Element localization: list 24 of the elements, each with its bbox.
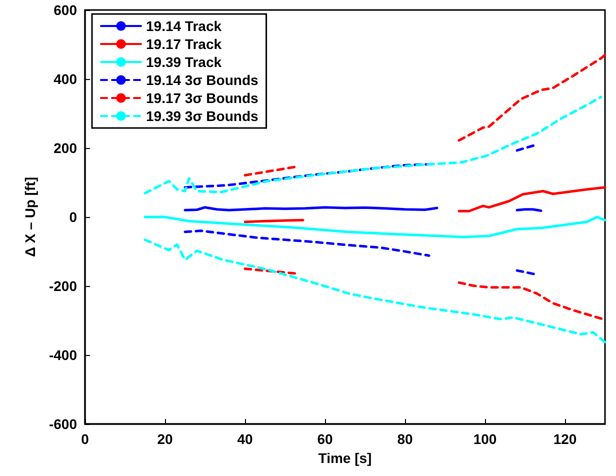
legend-label: 19.17 3σ Bounds: [146, 90, 258, 106]
y-tick-label: 200: [54, 140, 78, 156]
line-series: [144, 216, 606, 238]
y-tick-label: 0: [69, 209, 78, 225]
x-tick-label: 60: [317, 431, 333, 447]
legend-label: 19.39 3σ Bounds: [146, 108, 258, 124]
x-tick-label: 80: [397, 431, 413, 447]
legend-label: 19.39 Track: [146, 54, 222, 70]
legend-label: 19.17 Track: [146, 36, 222, 52]
x-tick-label: 20: [157, 431, 173, 447]
y-tick-label: -200: [48, 278, 78, 294]
y-axis-title: Δ X – Up [ft]: [22, 176, 38, 258]
y-tick-label: -600: [48, 416, 78, 432]
legend-label: 19.14 3σ Bounds: [146, 72, 258, 88]
y-tick-label: 600: [54, 2, 78, 18]
x-tick-label: 120: [553, 431, 577, 447]
y-tick-label: 400: [54, 71, 78, 87]
line-series: [144, 238, 606, 344]
x-axis-title: Time [s]: [318, 450, 372, 466]
y-tick-label: -400: [48, 347, 78, 363]
legend-label: 19.14 Track: [146, 18, 222, 34]
x-tick-label: 100: [473, 431, 497, 447]
x-tick-label: 0: [81, 431, 90, 447]
x-tick-label: 40: [237, 431, 253, 447]
